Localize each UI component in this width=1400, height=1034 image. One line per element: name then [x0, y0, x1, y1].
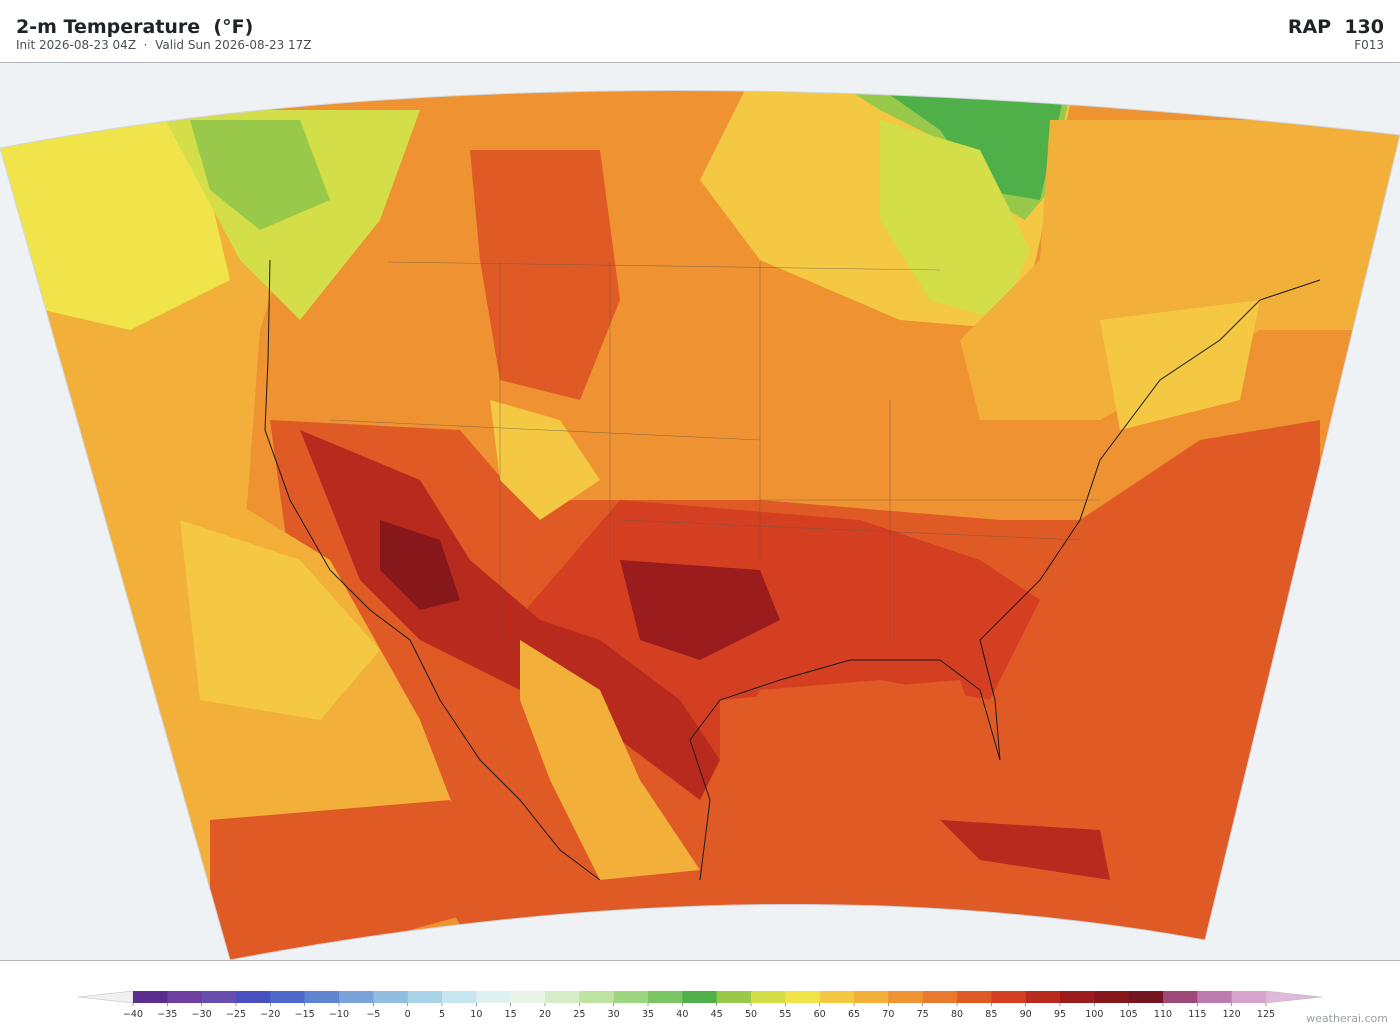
colorbar-tick-label: 50	[745, 1009, 757, 1020]
colorbar-box	[613, 991, 649, 1003]
colorbar-box	[922, 991, 958, 1003]
subtitle: Init 2026-08-23 04Z · Valid Sun 2026-08-…	[16, 38, 312, 52]
colorbar-box	[545, 991, 580, 1003]
colorbar-tick-label: 45	[711, 1009, 723, 1020]
colorbar-tick-label: 95	[1054, 1009, 1066, 1020]
colorbar-box	[854, 991, 889, 1003]
colorbar-box	[1060, 991, 1095, 1003]
colorbar-tick-label: −10	[329, 1009, 349, 1020]
colorbar-box	[1094, 991, 1129, 1003]
colorbar-tick-label: 90	[1020, 1009, 1032, 1020]
colorbar-box	[1025, 991, 1061, 1003]
colorbar-box	[442, 991, 477, 1003]
colorbar-tick-label: −15	[295, 1009, 315, 1020]
colorbar-tick-label: 120	[1223, 1009, 1241, 1020]
domain-outline	[0, 90, 1400, 961]
colorbar-tick-label: 25	[573, 1009, 585, 1020]
watermark: weatherai.com	[1306, 1012, 1388, 1025]
colorbar-box	[1163, 991, 1198, 1003]
colorbar-box	[476, 991, 511, 1003]
colorbar-tick-label: 5	[439, 1009, 445, 1020]
colorbar-tick-label: 85	[985, 1009, 997, 1020]
colorbar-tick-label: 10	[470, 1009, 482, 1020]
colorbar-tick-label: 0	[405, 1009, 411, 1020]
colorbar-tick-label: −30	[192, 1009, 212, 1020]
colorbar-box	[339, 991, 374, 1003]
colorbar-box	[1128, 991, 1164, 1003]
colorbar-box	[648, 991, 683, 1003]
colorbar-tick-label: −40	[123, 1009, 143, 1020]
colorbar-tick-label: −35	[157, 1009, 177, 1020]
colorbar-box	[888, 991, 923, 1003]
title: 2-m Temperature (°F)	[16, 16, 254, 38]
colorbar-box	[407, 991, 443, 1003]
colorbar-box	[510, 991, 546, 1003]
colorbar-tick-label: 40	[676, 1009, 688, 1020]
borders	[329, 261, 1100, 640]
colorbar-tick-label: 80	[951, 1009, 963, 1020]
colorbar: −40 −35 −30 −25 −20 −15 −10 −5 0 5 10 15 20 25 30 35 40 4…	[77, 990, 1323, 1020]
colorbar-tick-label: 60	[814, 1009, 826, 1020]
colorbar-tick-label: 125	[1257, 1009, 1275, 1020]
colorbar-tick-label: 100	[1085, 1009, 1103, 1020]
colorbar-tick-label: 65	[848, 1009, 860, 1020]
colorbar-tick-label: −5	[366, 1009, 380, 1020]
colorbar-box	[133, 991, 168, 1003]
colorbar-tick-label: 75	[917, 1009, 929, 1020]
colorbar-tick-label: 35	[642, 1009, 654, 1020]
colorbar-tick-label: 30	[608, 1009, 620, 1020]
colorbar-under	[77, 990, 134, 1004]
colorbar-box	[270, 991, 305, 1003]
colorbar-tick-label: 105	[1120, 1009, 1138, 1020]
colorbar-box	[304, 991, 340, 1003]
colorbar-box	[819, 991, 855, 1003]
colorbar-box	[1231, 991, 1267, 1003]
colorbar-box	[785, 991, 820, 1003]
colorbar-box	[751, 991, 786, 1003]
colorbar-tick-label: 70	[882, 1009, 894, 1020]
map	[0, 62, 1400, 961]
colorbar-box	[682, 991, 717, 1003]
colorbar-tick-label: 15	[505, 1009, 517, 1020]
colorbar-over	[1265, 990, 1323, 1004]
colorbar-tick-label: 55	[779, 1009, 791, 1020]
temperature-field	[0, 90, 1400, 960]
colorbar-tick-label: 115	[1188, 1009, 1206, 1020]
colorbar-tick-label: 110	[1154, 1009, 1172, 1020]
colorbar-box	[236, 991, 271, 1003]
colorbar-box	[957, 991, 992, 1003]
colorbar-box	[579, 991, 614, 1003]
colorbar-box	[201, 991, 237, 1003]
model-name: RAP 130	[1287, 16, 1384, 38]
colorbar-box	[716, 991, 752, 1003]
colorbar-tick-label: −20	[260, 1009, 280, 1020]
colorbar-box	[991, 991, 1026, 1003]
forecast-hour: F013	[1354, 38, 1384, 52]
coastline	[264, 259, 1321, 881]
colorbar-box	[167, 991, 202, 1003]
colorbar-box	[373, 991, 408, 1003]
colorbar-box	[1197, 991, 1232, 1003]
colorbar-tick-label: −25	[226, 1009, 246, 1020]
colorbar-tick-label: 20	[539, 1009, 551, 1020]
